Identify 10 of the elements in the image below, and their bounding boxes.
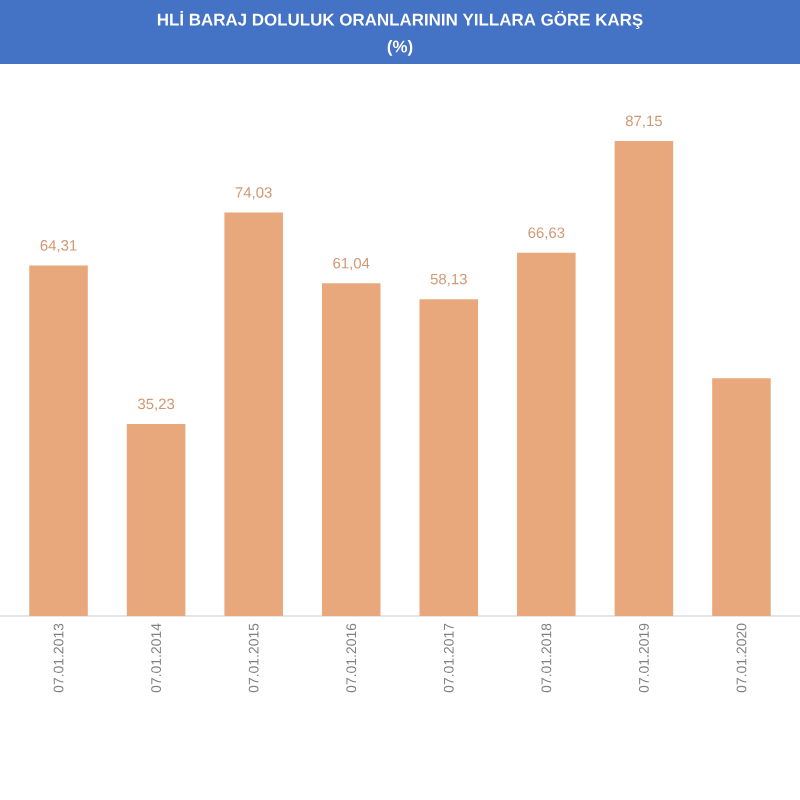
- bar: [712, 378, 771, 616]
- bar: [321, 283, 381, 616]
- bar: [29, 265, 88, 616]
- bar: [126, 423, 186, 616]
- bar: [224, 212, 283, 616]
- bar: [419, 299, 479, 616]
- chart-title: HLİ BARAJ DOLULUK ORANLARININ YILLARA GÖRE KARŞ: [157, 10, 643, 29]
- bar: [614, 140, 674, 616]
- chart-subtitle: (%): [387, 40, 413, 56]
- bar: [517, 252, 576, 616]
